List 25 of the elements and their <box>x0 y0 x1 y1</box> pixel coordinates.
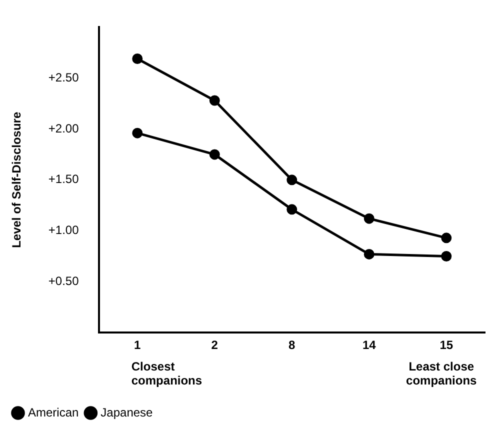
point <box>286 174 298 186</box>
point <box>441 251 452 262</box>
point <box>132 128 143 138</box>
legend-label: Japanese <box>100 405 154 420</box>
legend-label: American <box>28 405 79 420</box>
x-tick-label: 14 <box>362 338 376 352</box>
y-tick-label: +2.50 <box>48 70 80 84</box>
text: Least close companions <box>406 359 478 388</box>
point <box>209 149 220 160</box>
text: Closest companions <box>131 359 202 388</box>
point <box>286 204 298 215</box>
y-tick-label: +2.00 <box>48 121 80 136</box>
point <box>364 213 374 224</box>
x-tick-label: 8 <box>288 338 296 352</box>
y-axis-title: Level of Self-Disclosure <box>10 112 24 248</box>
point <box>132 54 143 64</box>
x-tick-label: 1 <box>134 338 142 352</box>
point <box>209 95 220 106</box>
x-tick-label: 15 <box>440 338 454 352</box>
point <box>441 232 452 244</box>
x-tick-label: 2 <box>211 338 218 352</box>
y-tick-label: +1.00 <box>48 223 80 238</box>
point <box>364 248 374 260</box>
y-tick-label: +0.50 <box>48 274 80 288</box>
y-tick-label: +1.50 <box>48 172 80 186</box>
